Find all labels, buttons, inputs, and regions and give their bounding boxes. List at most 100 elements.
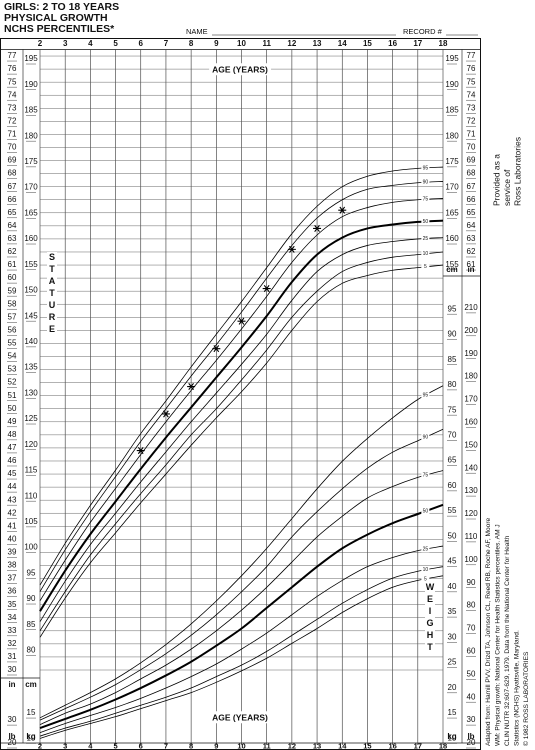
y-tick-label: 70 <box>8 143 17 152</box>
y-tick-label: 45 <box>448 557 457 566</box>
y-tick-label: 41 <box>8 521 17 530</box>
axis-title-group: AGE (YEARS) <box>209 711 272 724</box>
frame <box>0 38 481 750</box>
y-tick-label: 55 <box>8 339 17 348</box>
percentile-curve <box>39 264 444 638</box>
y-tick-label: 65 <box>8 208 17 217</box>
curve-label: 75 <box>423 473 429 479</box>
y-tick-label: 20 <box>467 738 476 747</box>
y-tick-label: 67 <box>467 182 476 191</box>
y-tick-label: 31 <box>8 652 17 661</box>
y-tick-label: 80 <box>448 380 457 389</box>
y-tick-label: 60 <box>448 481 457 490</box>
y-tick-label: 195 <box>445 54 459 63</box>
y-tick-label: 120 <box>464 509 478 518</box>
y-tick-label: 75 <box>467 77 476 86</box>
x-tick-label: 9 <box>214 39 219 48</box>
y-tick-label: 10 <box>27 733 36 742</box>
y-tick-label: 52 <box>8 378 17 387</box>
unit-label: lb <box>8 732 15 741</box>
axis-title: AGE (YEARS) <box>212 712 268 722</box>
y-tick-label: 76 <box>467 64 476 73</box>
label-background <box>209 63 272 76</box>
curve-label: 25 <box>423 547 429 553</box>
x-tick-label: 3 <box>63 741 67 750</box>
y-tick-label: 130 <box>24 388 38 397</box>
curve-label: 10 <box>423 567 429 573</box>
y-tick-label: 170 <box>445 183 459 192</box>
unit-label: cm <box>446 265 458 274</box>
percentile-curve <box>39 181 444 592</box>
y-tick-label: 56 <box>8 325 17 334</box>
y-tick-label: 74 <box>467 90 476 99</box>
title-line: GIRLS: 2 TO 18 YEARS <box>4 1 119 13</box>
unit-label: in <box>8 680 15 689</box>
data-point <box>262 285 271 293</box>
y-tick-label: 190 <box>24 80 38 89</box>
percentile-curve <box>39 219 444 612</box>
y-tick-label: 70 <box>467 143 476 152</box>
x-tick-label: 13 <box>313 39 322 48</box>
x-tick-label: 6 <box>139 741 143 750</box>
y-tick-label: 50 <box>8 404 17 413</box>
x-tick-label: 18 <box>439 741 447 750</box>
y-tick-label: 44 <box>8 482 17 491</box>
y-tick-label: 200 <box>464 326 478 335</box>
label-background <box>421 508 430 515</box>
y-tick-label: 85 <box>448 355 457 364</box>
y-tick-label: 64 <box>8 221 17 230</box>
y-tick-label: 100 <box>464 555 478 564</box>
y-tick-label: 30 <box>8 665 17 674</box>
y-tick-label: 150 <box>464 440 478 449</box>
y-tick-label: 125 <box>24 414 38 423</box>
y-tick-label: 25 <box>448 658 457 667</box>
y-tick-label: 61 <box>467 260 476 269</box>
x-tick-label: 2 <box>38 741 42 750</box>
y-tick-label: 140 <box>464 463 478 472</box>
y-tick-label: 43 <box>8 495 17 504</box>
label-background <box>421 218 430 225</box>
x-tick-label: 15 <box>363 39 372 48</box>
y-tick-label: 55 <box>448 506 457 515</box>
label-background <box>421 566 430 573</box>
y-tick-label: 110 <box>465 532 478 541</box>
x-tick-label: 17 <box>413 39 422 48</box>
x-tick-label: 12 <box>288 741 296 750</box>
x-tick-label: 4 <box>88 39 93 48</box>
label-background <box>421 263 430 270</box>
y-tick-label: 155 <box>445 260 459 269</box>
y-tick-label: 85 <box>27 620 36 629</box>
y-tick-label: 65 <box>467 208 476 217</box>
y-tick-label: 15 <box>448 708 457 717</box>
y-tick-label: 73 <box>467 103 476 112</box>
y-tick-label: 70 <box>467 624 476 633</box>
y-tick-label: 90 <box>467 578 476 587</box>
unit-label: cm <box>25 680 37 689</box>
x-tick-label: 5 <box>113 741 117 750</box>
curve-label: 10 <box>423 251 429 257</box>
y-tick-label: 66 <box>8 195 17 204</box>
y-tick-label: 20 <box>448 683 457 692</box>
y-tick-label: 185 <box>445 106 459 115</box>
curve-label: 75 <box>423 197 429 203</box>
y-tick-label: 210 <box>464 303 478 312</box>
weight-label: WEIGHT <box>425 582 435 654</box>
label-background <box>421 250 430 257</box>
x-tick-label: 13 <box>313 741 321 750</box>
data-point <box>338 206 347 214</box>
y-tick-label: 130 <box>464 486 478 495</box>
y-tick-label: 48 <box>8 430 17 439</box>
percentile-curve <box>39 198 444 601</box>
y-tick-label: 51 <box>8 391 17 400</box>
record-label: RECORD # <box>403 27 443 36</box>
x-tick-label: 16 <box>388 741 396 750</box>
label-background <box>421 576 430 583</box>
x-tick-label: 8 <box>189 39 194 48</box>
y-tick-label: 59 <box>8 286 17 295</box>
x-tick-label: 8 <box>189 741 193 750</box>
sponsor-text: Provided as a <box>491 154 501 206</box>
y-tick-label: 45 <box>8 469 17 478</box>
curve-label: 50 <box>423 219 429 225</box>
